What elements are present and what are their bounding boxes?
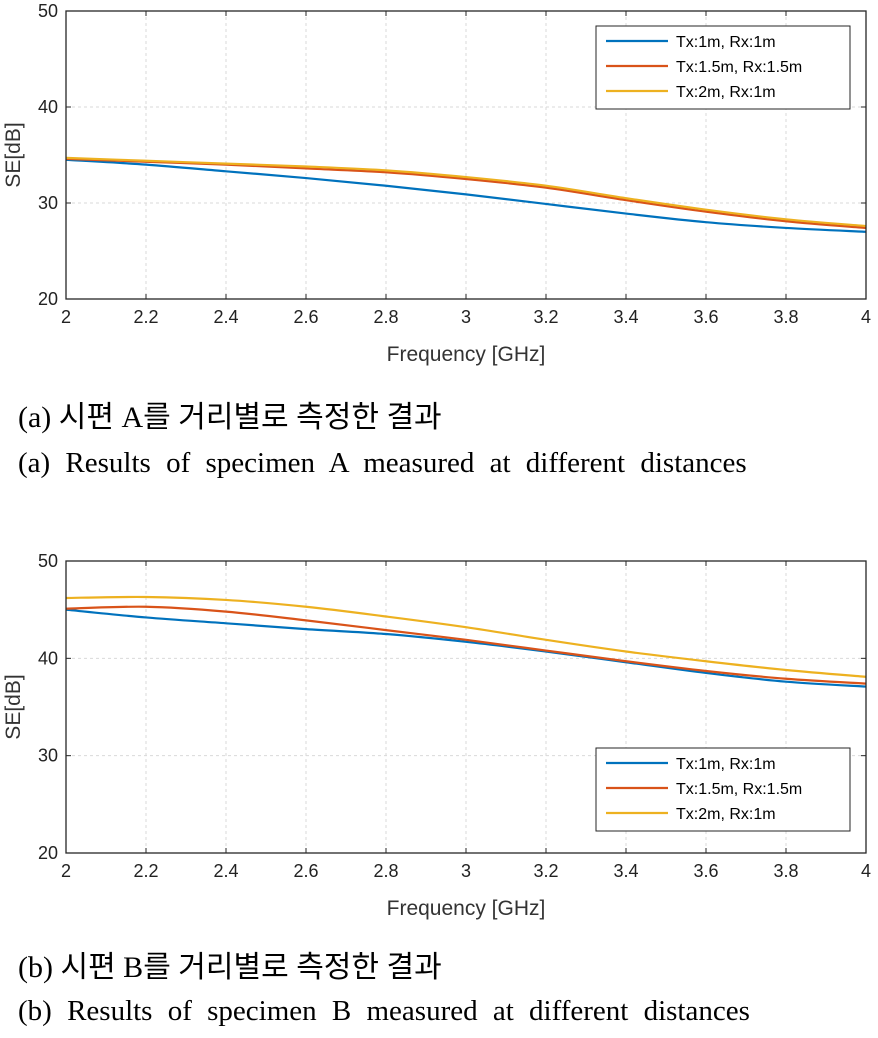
x-tick-label: 2.4: [213, 861, 238, 881]
y-tick-label: 50: [38, 551, 58, 571]
legend-label-2: Tx:1.5m, Rx:1.5m: [676, 59, 802, 76]
legend-label-3: Tx:2m, Rx:1m: [676, 806, 776, 823]
x-tick-label: 3.4: [613, 307, 638, 327]
x-tick-label: 3: [461, 307, 471, 327]
chart-a: 2 2.2 2.4 2.6 2.8 3 3.2 3.4 3.6 3.8 4 20 30 40 50 Frequ…: [2, 1, 871, 366]
series-line-3: [65, 595, 867, 678]
legend: Tx:1m, Rx:1m Tx:1.5m, Rx:1.5m Tx:2m, Rx:1m: [595, 747, 851, 832]
y-tick-label: 50: [38, 1, 58, 21]
x-tick-label: 3.6: [693, 307, 718, 327]
chart-b: 2 2.2 2.4 2.6 2.8 3 3.2 3.4 3.6 3.8 4 20 30 40 50 Frequ…: [2, 551, 871, 920]
x-tick-label: 3.8: [773, 307, 798, 327]
x-tick-label: 2: [61, 861, 71, 881]
legend-box: [595, 25, 851, 110]
y-tick-label: 20: [38, 843, 58, 863]
caption-a-english: (a) Results of specimen A measured at di…: [18, 447, 747, 479]
caption-a-korean: (a) 시편 A를 거리별로 측정한 결과: [18, 401, 442, 434]
x-axis-label: Frequency [GHz]: [387, 897, 546, 920]
y-tick-label: 40: [38, 97, 58, 117]
x-tick-label: 3.4: [613, 861, 638, 881]
y-tick-label: 20: [38, 289, 58, 309]
y-tick-label: 30: [38, 746, 58, 766]
x-axis-label: Frequency [GHz]: [387, 343, 546, 366]
x-tick-label: 3.2: [533, 861, 558, 881]
x-tick-label: 3.2: [533, 307, 558, 327]
legend-label-3: Tx:2m, Rx:1m: [676, 84, 776, 101]
x-tick-label: 2.2: [133, 861, 158, 881]
x-tick-label: 3.8: [773, 861, 798, 881]
x-tick-label: 2: [61, 307, 71, 327]
y-axis-label: SE[dB]: [2, 122, 25, 187]
legend-box: [595, 747, 851, 832]
series-line-1: [65, 158, 867, 233]
x-tick-label: 2.6: [293, 307, 318, 327]
series-line-2: [65, 605, 867, 685]
x-tick-label: 2.4: [213, 307, 238, 327]
legend-label-1: Tx:1m, Rx:1m: [676, 34, 776, 51]
y-tick-label: 40: [38, 648, 58, 668]
caption-b-korean: (b) 시편 B를 거리별로 측정한 결과: [18, 951, 442, 984]
x-tick-label: 2.8: [373, 861, 398, 881]
legend: Tx:1m, Rx:1m Tx:1.5m, Rx:1.5m Tx:2m, Rx:1m: [595, 25, 851, 110]
caption-b-english: (b) Results of specimen B measured at di…: [18, 995, 750, 1027]
x-tick-label: 2.8: [373, 307, 398, 327]
series-line-1: [65, 608, 867, 688]
x-tick-label: 2.6: [293, 861, 318, 881]
y-tick-label: 30: [38, 193, 58, 213]
x-tick-label: 2.2: [133, 307, 158, 327]
legend-label-2: Tx:1.5m, Rx:1.5m: [676, 781, 802, 798]
x-tick-label: 4: [861, 307, 871, 327]
x-tick-label: 4: [861, 861, 871, 881]
y-axis-label: SE[dB]: [2, 674, 25, 739]
x-tick-label: 3.6: [693, 861, 718, 881]
x-tick-label: 3: [461, 861, 471, 881]
legend-label-1: Tx:1m, Rx:1m: [676, 756, 776, 773]
series-line-3: [65, 156, 867, 228]
